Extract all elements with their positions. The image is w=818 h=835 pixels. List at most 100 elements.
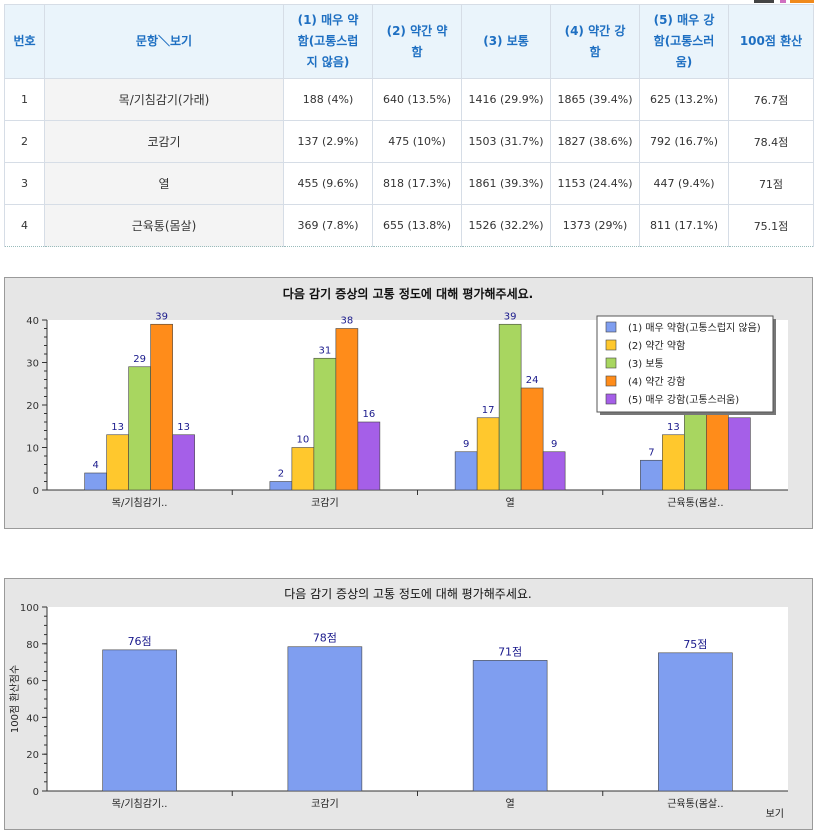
y-tick-label: 60 <box>26 677 39 688</box>
x-tick-label: 열 <box>506 798 515 810</box>
data-label: 71점 <box>498 645 522 658</box>
legend-label: (4) 약간 강함 <box>628 376 685 388</box>
chart-title: 다음 감기 증상의 고통 정도에 대해 평가해주세요. <box>284 587 532 601</box>
bar <box>287 646 363 792</box>
x-tick-label: 근육통(몸살.. <box>667 497 723 509</box>
legend-box <box>596 315 774 413</box>
data-label: 7 <box>648 447 654 458</box>
y-tick-label: 10 <box>26 444 39 455</box>
table-cell: 1 <box>4 78 45 121</box>
data-label: 39 <box>504 311 517 322</box>
bar <box>472 660 548 792</box>
x-tick-label: 근육통(몸살.. <box>667 798 723 810</box>
bar <box>269 481 293 491</box>
grouped-bar-chart-panel: 다음 감기 증상의 고통 정도에 대해 평가해주세요. 0 10 20 30 40 목/기침… <box>4 277 813 529</box>
x-tick-label: 목/기침감기.. <box>112 798 168 810</box>
data-label: 39 <box>155 311 168 322</box>
bar <box>313 357 337 491</box>
bar <box>291 447 315 491</box>
table-cell: 655 (13.8%) <box>372 204 462 247</box>
data-label: 31 <box>319 345 332 356</box>
table-cell: 2 <box>4 120 45 163</box>
y-tick-label: 0 <box>33 486 39 497</box>
score-bar-chart-panel: 다음 감기 증상의 고통 정도에 대해 평가해주세요. 0 20 40 60 80 100 1… <box>4 578 813 830</box>
legend-label: (2) 약간 약함 <box>628 340 685 352</box>
score-bar-chart: 다음 감기 증상의 고통 정도에 대해 평가해주세요. 0 20 40 60 80 100 1… <box>9 587 788 820</box>
table-cell: 1861 (39.3%) <box>461 162 551 205</box>
bar <box>454 451 478 491</box>
bar <box>84 472 107 491</box>
question-cell: 근육통(몸살) <box>44 204 284 247</box>
y-axis-label: 100점 환산점수 <box>9 665 21 733</box>
table-cell: 3 <box>4 162 45 205</box>
column-header: 100점 환산 <box>728 4 814 79</box>
bar <box>102 649 177 792</box>
bar <box>728 417 751 491</box>
grouped-bar-chart: 다음 감기 증상의 고통 정도에 대해 평가해주세요. 0 10 20 30 40 목/기침… <box>26 286 788 509</box>
data-label: 24 <box>526 375 539 386</box>
bar <box>658 652 733 792</box>
data-label: 13 <box>667 422 680 433</box>
bar <box>640 459 663 491</box>
table-cell: 1503 (31.7%) <box>461 120 551 163</box>
data-label: 13 <box>111 422 124 433</box>
legend-swatch <box>605 357 617 369</box>
bar <box>498 323 522 491</box>
y-tick-label: 20 <box>26 750 39 761</box>
data-label: 76점 <box>128 635 152 648</box>
data-label: 78점 <box>313 632 337 645</box>
column-header: 번호 <box>4 4 45 79</box>
table-row: 3 열 455 (9.6%) 818 (17.3%) 1861 (39.3%) 1153 … <box>4 162 814 205</box>
data-label: 2 <box>278 469 284 480</box>
x-axis-label: 보기 <box>766 808 784 820</box>
y-tick-label: 40 <box>26 713 39 724</box>
table-cell: 369 (7.8%) <box>283 204 373 247</box>
legend-swatch <box>605 375 617 387</box>
data-label: 75점 <box>683 638 707 651</box>
legend-label: (3) 보통 <box>628 358 664 370</box>
table-cell: 1865 (39.4%) <box>550 78 640 121</box>
table-cell: 76.7점 <box>728 78 814 121</box>
bar <box>357 421 381 491</box>
bar <box>335 328 359 491</box>
table-cell: 1416 (29.9%) <box>461 78 551 121</box>
table-cell: 137 (2.9%) <box>283 120 373 163</box>
table-cell: 475 (10%) <box>372 120 462 163</box>
column-header: (5) 매우 강 함(고통스러 움) <box>639 4 729 79</box>
x-tick-label: 열 <box>506 497 515 509</box>
table-cell: 455 (9.6%) <box>283 162 373 205</box>
y-tick-label: 40 <box>26 316 39 327</box>
table-cell: 640 (13.5%) <box>372 78 462 121</box>
table-cell: 71점 <box>728 162 814 205</box>
bar <box>520 387 544 491</box>
table-cell: 447 (9.4%) <box>639 162 729 205</box>
legend-swatch <box>605 339 617 351</box>
data-label: 38 <box>341 316 354 327</box>
survey-results-table: 번호 문항＼보기 (1) 매우 약 함(고통스럽 지 않음) (2) 약간 약 함 (3) 보… <box>4 4 814 247</box>
column-header: (1) 매우 약 함(고통스럽 지 않음) <box>283 4 373 79</box>
bar <box>150 323 173 491</box>
column-header: (3) 보통 <box>461 4 551 79</box>
table-row: 2 코감기 137 (2.9%) 475 (10%) 1503 (31.7%) 1827 … <box>4 120 814 163</box>
bar <box>128 366 151 491</box>
data-label: 13 <box>177 422 190 433</box>
table-cell: 625 (13.2%) <box>639 78 729 121</box>
table-cell: 818 (17.3%) <box>372 162 462 205</box>
chart-title: 다음 감기 증상의 고통 정도에 대해 평가해주세요. <box>283 286 533 301</box>
table-cell: 4 <box>4 204 45 247</box>
data-label: 16 <box>363 409 376 420</box>
data-label: 10 <box>297 435 310 446</box>
data-label: 17 <box>482 405 495 416</box>
legend-swatch <box>605 393 617 405</box>
table-cell: 1827 (38.6%) <box>550 120 640 163</box>
y-tick-label: 30 <box>26 359 39 370</box>
question-cell: 열 <box>44 162 284 205</box>
table-header-row: 번호 문항＼보기 (1) 매우 약 함(고통스럽 지 않음) (2) 약간 약 함 (3) 보… <box>4 4 814 79</box>
legend-label: (1) 매우 약함(고통스럽지 않음) <box>628 322 761 334</box>
data-label: 29 <box>133 354 146 365</box>
table-cell: 792 (16.7%) <box>639 120 729 163</box>
legend-swatch <box>605 321 617 333</box>
y-tick-label: 0 <box>33 787 39 798</box>
